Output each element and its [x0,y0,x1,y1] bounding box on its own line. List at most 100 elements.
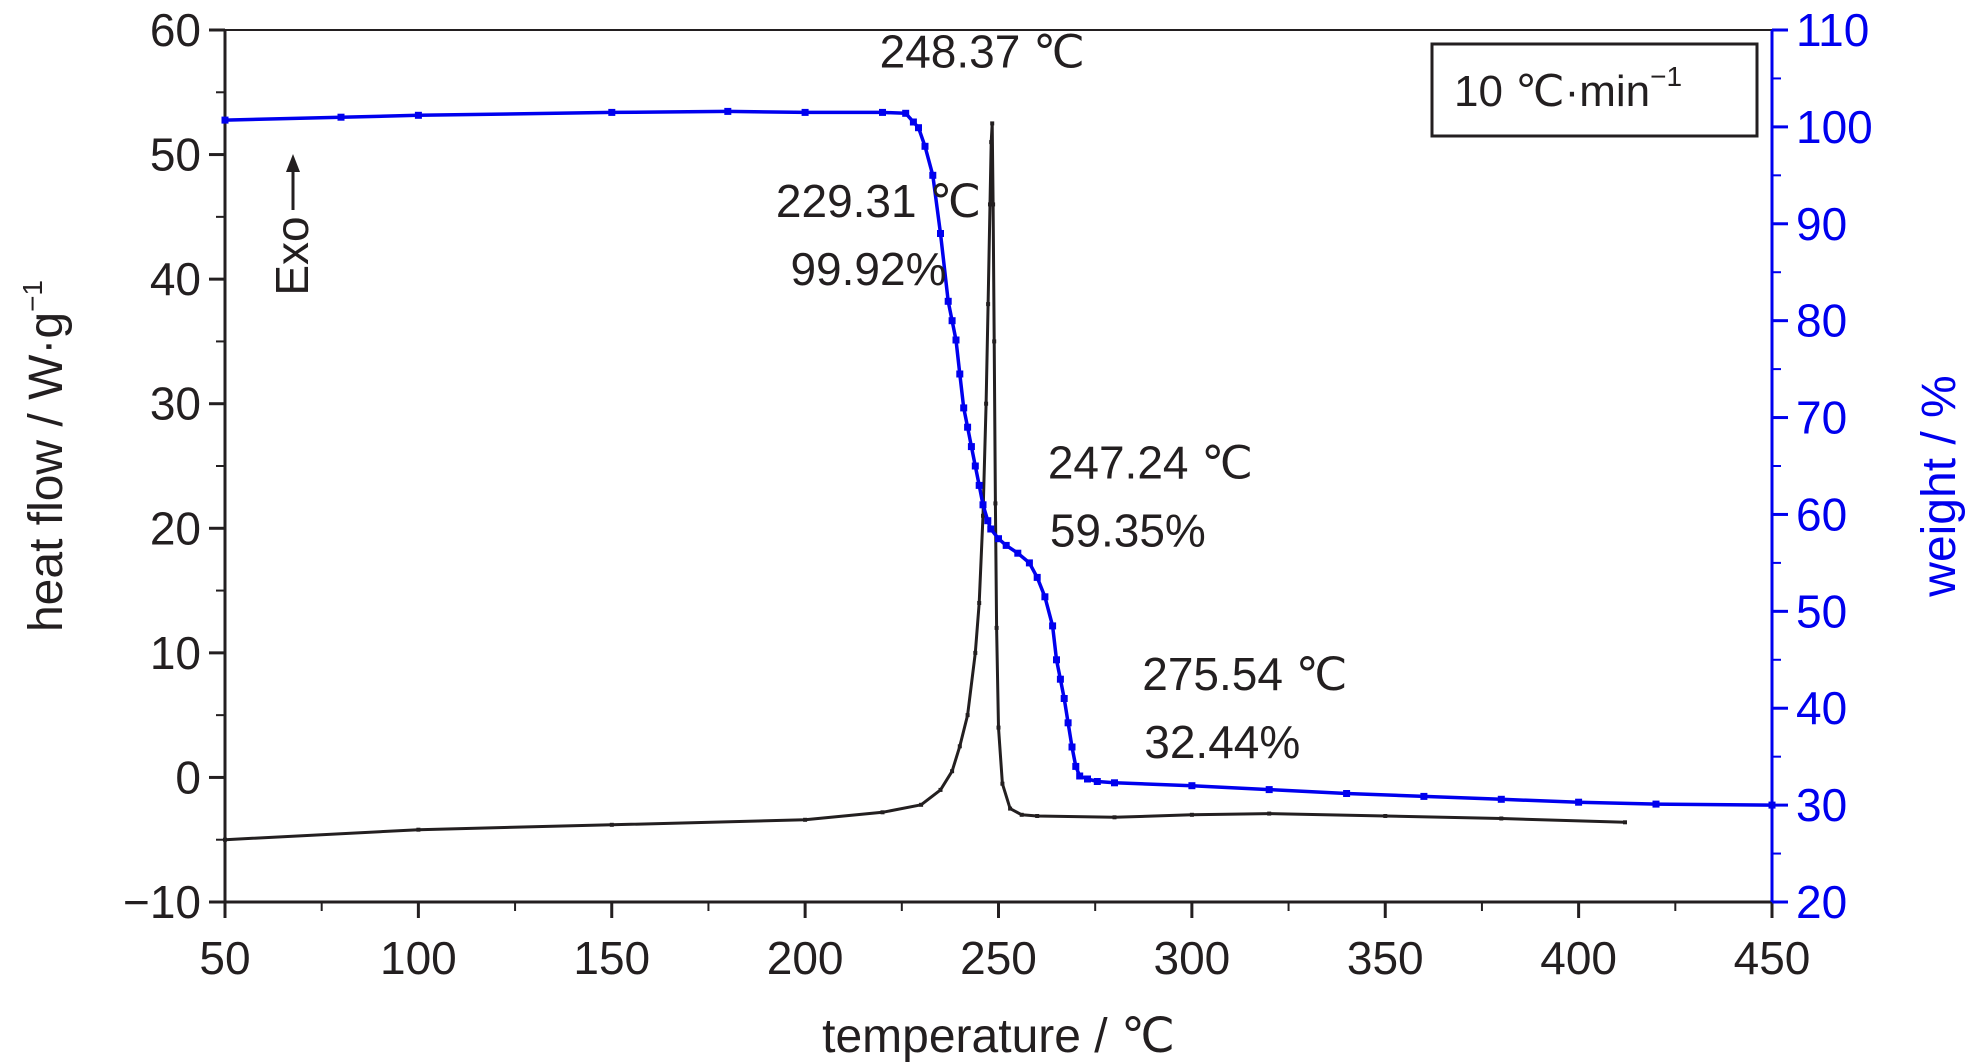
weight-data-point [1053,656,1060,664]
heat-flow-data-point [984,401,989,406]
weight-data-point [1420,792,1428,800]
heat-flow-data-point [993,501,998,506]
x-tick-label: 250 [960,932,1037,984]
exo-arrow-head [286,154,300,172]
heat-flow-data-point [996,725,1001,730]
y-left-tick-label: 40 [150,253,201,305]
y-left-axis-title-superscript: −1 [17,280,48,312]
annotation-weight: 99.92% [790,243,946,295]
x-tick-label: 200 [767,932,844,984]
y-left-axis-title: heat flow / W·g−1 [17,280,73,632]
x-tick-label: 150 [573,932,650,984]
weight-data-point [967,443,975,451]
weight-data-point [1014,549,1022,557]
heat-flow-data-point [1019,812,1024,817]
heat-flow-data-point [919,802,924,807]
weight-data-point [1093,778,1101,785]
x-tick-label: 50 [199,932,250,984]
heat-flow-data-point [609,822,614,827]
weight-data-point [1084,775,1091,783]
heat-flow-data-point [977,601,982,605]
heat-flow-data-point [992,339,997,344]
y-left-tick-label: 60 [150,4,201,56]
y-left-tick-label: 50 [150,129,201,181]
weight-data-point [960,404,968,412]
weight-data-point [221,116,229,124]
heat-flow-data-point [994,625,999,630]
annotation-weight: 59.35% [1050,504,1206,556]
y-right-tick-label: 20 [1796,876,1847,928]
weight-data-point [1652,800,1660,808]
x-axis-title: temperature / ℃ [822,1010,1175,1063]
y-left-tick-label: 20 [150,502,201,554]
annotation-weight: 32.44% [1144,716,1300,768]
heat-flow-data-point [1189,812,1194,817]
weight-data-point [1575,798,1583,806]
legend-label-superscript: −1 [1650,61,1682,92]
legend-box [1430,42,1759,138]
heat-flow-data-point [981,513,985,518]
y-left-tick-label: 30 [150,378,201,430]
weight-data-point [979,501,987,509]
weight-data-point [984,517,992,525]
weight-data-point [952,336,960,344]
weight-data-point [1076,772,1084,780]
heat-flow-data-point [416,827,421,832]
weight-data-point [1068,743,1076,751]
weight-data-point [975,481,983,489]
y-right-tick-label: 60 [1796,488,1847,540]
weight-data-point [801,108,809,116]
heat-flow-data-point [1035,814,1040,818]
heat-flow-data-point [803,817,808,822]
y-left-tick-label: 0 [175,751,201,803]
weight-data-point [964,423,972,431]
heat-flow-data-point [989,140,994,145]
heat-flow-data-point [1623,820,1627,825]
weight-data-point [921,142,929,150]
y-right-tick-label: 30 [1796,779,1847,831]
series-group [221,107,1776,842]
weight-data-point [414,111,422,119]
weight-data-point [987,525,995,533]
weight-data-point [1188,782,1196,790]
weight-data-point [1056,675,1064,683]
heat-flow-data-point [1008,806,1013,811]
heat-flow-data-point [1112,815,1117,820]
exo-label: Exo [266,216,318,295]
weight-data-point [902,109,910,117]
y-right-tick-label: 100 [1796,101,1873,153]
heat-flow-data-point [957,744,962,749]
heat-flow-data-point [986,302,991,307]
heat-flow-data-point [988,202,992,207]
weight-data-point [1033,573,1041,581]
heat-flow-data-point [991,202,996,207]
y-right-axis-title: weight / % [1913,375,1966,597]
heat-flow-data-point [938,787,943,792]
weight-data-point [971,462,979,470]
heat-flow-data-point [990,121,995,126]
heat-flow-data-point [1267,811,1272,816]
weight-data-point [956,370,964,378]
weight-data-point [1002,541,1010,549]
ticks-group: 50 100 150 200 250 300 350 400 450 −10 0 10 20 30 40 50… [123,4,1873,984]
weight-data-point [995,535,1002,543]
x-tick-label: 300 [1154,932,1231,984]
y-right-tick-label: 80 [1796,295,1847,347]
x-tick-label: 450 [1734,932,1811,984]
weight-data-point [879,108,886,116]
heat-flow-data-point [1383,814,1388,818]
annotation-temperature: 247.24 ℃ [1048,436,1253,488]
y-right-tick-label: 50 [1796,585,1847,637]
annotation-temperature: 275.54 ℃ [1142,648,1347,700]
axes-group [223,29,1774,904]
heat-flow-data-point [1499,816,1504,821]
y-right-tick-label: 40 [1796,682,1847,734]
y-left-tick-label: 10 [150,627,201,679]
heat-flow-data-point [1000,781,1005,786]
y-left-tick-label: −10 [123,876,201,928]
x-tick-label: 400 [1540,932,1617,984]
weight-data-point [948,317,956,325]
weight-data-point [1049,622,1057,630]
